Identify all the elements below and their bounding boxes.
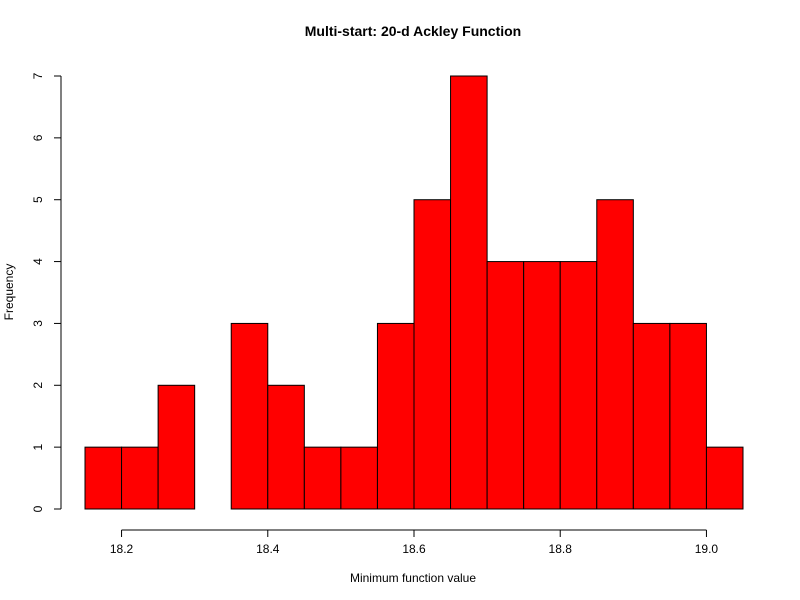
x-tick-label: 18.2 xyxy=(110,542,134,556)
y-tick-label: 5 xyxy=(31,196,45,203)
x-axis-label: Minimum function value xyxy=(350,571,476,585)
x-axis: 18.2 18.4 18.6 18.8 19.0 xyxy=(110,529,719,556)
y-tick-label: 7 xyxy=(31,72,45,79)
y-tick-label: 2 xyxy=(31,382,45,389)
bars-group xyxy=(84,75,744,510)
histogram-bar xyxy=(84,446,123,510)
y-tick-label: 3 xyxy=(31,320,45,327)
x-tick-label: 18.6 xyxy=(402,542,426,556)
y-axis-label: Frequency xyxy=(2,264,16,321)
histogram-bar xyxy=(413,199,452,510)
x-tick-label: 18.4 xyxy=(256,542,280,556)
histogram-bar xyxy=(267,384,305,510)
histogram-bar xyxy=(157,384,196,510)
y-axis: 0 1 2 3 4 5 6 7 xyxy=(31,72,62,512)
histogram-bar xyxy=(705,446,744,510)
histogram-bar xyxy=(486,261,525,510)
y-tick-label: 0 xyxy=(31,505,45,512)
histogram-bar xyxy=(669,322,707,510)
y-tick-label: 6 xyxy=(31,134,45,141)
histogram-bar xyxy=(340,446,378,510)
chart-title: Multi-start: 20-d Ackley Function xyxy=(305,23,522,39)
y-tick-label: 1 xyxy=(31,443,45,450)
histogram-bar xyxy=(523,261,561,510)
histogram-bar xyxy=(376,322,415,510)
histogram-bar xyxy=(121,446,159,510)
histogram-bar xyxy=(596,199,634,510)
x-tick-label: 19.0 xyxy=(695,542,719,556)
histogram-bar xyxy=(230,322,269,510)
x-tick-label: 18.8 xyxy=(549,542,573,556)
histogram-bar xyxy=(450,75,488,510)
histogram-bar xyxy=(632,322,671,510)
y-tick-label: 4 xyxy=(31,258,45,265)
histogram-bar xyxy=(303,446,342,510)
histogram-bar xyxy=(559,261,598,510)
